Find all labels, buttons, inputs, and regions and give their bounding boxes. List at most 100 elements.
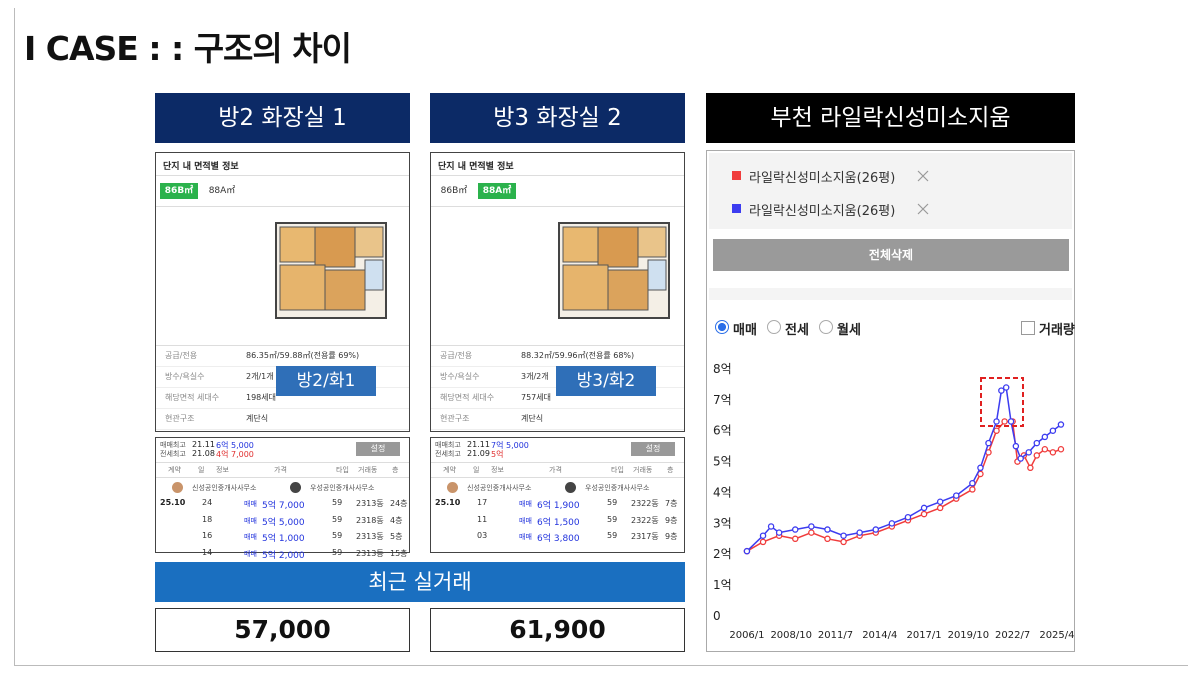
deal-price: 5억 2,000 xyxy=(262,550,305,561)
radio-label: 전세 xyxy=(785,323,809,338)
listing-panel: 단지 내 면적별 정보 86B㎡ 88A㎡ 공급/전용 86.35㎡/59.88㎡(전용… xyxy=(155,152,410,432)
x-tick-label: 2022/7 xyxy=(995,630,1030,641)
area-tab[interactable]: 88A㎡ xyxy=(478,183,516,199)
legend-label: 라일락신성미소지움(26평) xyxy=(749,171,896,186)
area-tab[interactable]: 86B㎡ xyxy=(160,183,198,199)
table-header: 타입 xyxy=(336,466,349,474)
radio[interactable] xyxy=(715,320,729,334)
max-date: 21.11 xyxy=(192,440,215,449)
agent-name: 신성공인중개사사무소 xyxy=(192,484,257,492)
y-tick-label: 6억 xyxy=(713,424,732,438)
deal-area: 59 xyxy=(607,531,618,540)
table-header: 층 xyxy=(667,466,674,474)
listing-heading: 단지 내 면적별 정보 xyxy=(163,162,239,172)
series-point xyxy=(1012,442,1020,450)
deal-price: 6억 3,800 xyxy=(537,534,580,544)
deal-type: 매매 xyxy=(244,533,257,541)
recent-price: 57,000 xyxy=(155,608,410,652)
y-tick-label: 4억 xyxy=(713,485,732,499)
table-header: 일 xyxy=(473,466,480,474)
table-header: 정보 xyxy=(216,466,229,474)
series-point xyxy=(1025,449,1032,456)
agent-name: 신성공인중개사사무소 xyxy=(467,484,532,492)
plan-room xyxy=(597,226,639,268)
deal-dong: 2318동 xyxy=(356,515,384,525)
column-header: 방2 화장실 1 xyxy=(155,93,410,143)
area-tab[interactable]: 88A㎡ xyxy=(208,186,236,196)
radio-label: 매매 xyxy=(733,323,757,338)
legend-swatch xyxy=(732,171,741,180)
info-value: 계단식 xyxy=(246,414,269,423)
deal-day: 24 xyxy=(202,498,213,507)
legend-label: 라일락신성미소지움(26평) xyxy=(749,204,896,219)
y-tick-label: 5억 xyxy=(713,455,732,469)
room-badge: 방3/화2 xyxy=(556,366,656,396)
max-label: 매매최고 xyxy=(160,441,186,449)
series-point xyxy=(1007,418,1015,425)
info-value: 88.32㎡/59.96㎡(전용률 68%) xyxy=(521,351,635,360)
series-point xyxy=(1033,452,1041,459)
deal-dong: 2313동 xyxy=(356,499,384,508)
max-price: 7억 5,000 xyxy=(491,441,529,450)
series-point xyxy=(1027,464,1034,472)
deal-floor: 24층 xyxy=(390,499,408,508)
deal-dong: 2313동 xyxy=(356,532,384,541)
x-tick-label: 2017/1 xyxy=(906,630,941,641)
settings-button[interactable]: 설정 xyxy=(356,442,400,456)
legend-area xyxy=(709,153,1072,229)
delete-all-button[interactable]: 전체삭제 xyxy=(713,239,1069,271)
deal-price: 6억 1,900 xyxy=(537,501,580,511)
legend-remove-icon xyxy=(917,170,929,182)
checkbox-label: 거래량 xyxy=(1039,323,1075,338)
highlight-box xyxy=(980,377,1024,427)
plan-room xyxy=(562,226,599,263)
deal-floor: 9층 xyxy=(665,532,678,541)
settings-button[interactable]: 설정 xyxy=(631,442,675,456)
radio[interactable] xyxy=(819,320,833,334)
deal-month: 25.10 xyxy=(160,498,186,507)
plan-room xyxy=(562,264,609,311)
slide-border-left xyxy=(14,8,15,666)
y-tick-label: 1억 xyxy=(713,578,732,592)
table-header: 일 xyxy=(198,466,205,474)
deal-price: 5억 5,000 xyxy=(262,517,305,528)
slide-border-bottom xyxy=(14,665,1188,666)
agent-avatar xyxy=(172,482,183,493)
deal-dong: 2322동 xyxy=(631,515,659,525)
series-point xyxy=(1017,455,1024,462)
table-header: 계약 xyxy=(168,466,181,474)
series-point xyxy=(936,498,944,506)
divider xyxy=(431,477,684,478)
series-point xyxy=(1049,449,1057,456)
agent-avatar xyxy=(565,482,576,493)
series-point xyxy=(767,523,775,530)
info-label: 해당면적 세대수 xyxy=(440,393,495,402)
series-point xyxy=(1057,421,1065,428)
checkbox[interactable] xyxy=(1021,321,1035,335)
series-point xyxy=(1049,427,1057,434)
plan-room xyxy=(364,259,384,291)
series-point xyxy=(743,547,751,555)
max-price: 6억 5,000 xyxy=(216,441,254,450)
x-tick-label: 2011/7 xyxy=(818,630,853,641)
series-point xyxy=(904,513,912,521)
max-price: 4억 7,000 xyxy=(216,450,254,459)
deal-type: 매매 xyxy=(244,549,257,558)
legend-remove-icon xyxy=(917,203,929,215)
deal-floor: 4층 xyxy=(390,515,403,525)
y-tick-label: 7억 xyxy=(713,393,732,407)
deal-area: 59 xyxy=(332,547,343,557)
series-point xyxy=(936,504,944,512)
info-label: 공급/전용 xyxy=(165,351,198,360)
divider xyxy=(156,477,409,478)
divider xyxy=(156,462,409,463)
radio[interactable] xyxy=(767,320,781,334)
max-date: 21.11 xyxy=(467,440,490,449)
divider xyxy=(431,206,684,207)
table-header: 계약 xyxy=(443,466,456,474)
area-tab[interactable]: 86B㎡ xyxy=(440,186,468,196)
x-tick-label: 2014/4 xyxy=(862,630,897,641)
series-point xyxy=(792,535,799,543)
deals-panel: 매매최고 21.11 6억 5,000 전세최고 21.08 4억 7,000 설정 계약 일 정… xyxy=(155,437,410,561)
max-date: 21.08 xyxy=(192,449,215,458)
